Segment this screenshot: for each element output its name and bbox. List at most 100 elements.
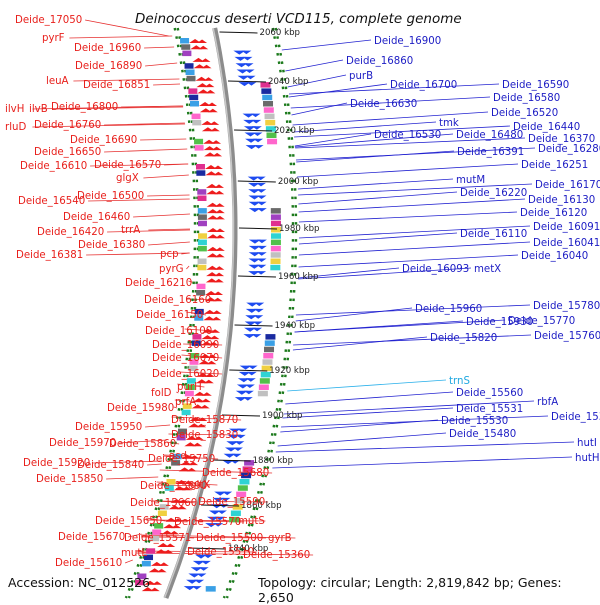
forward-gene-arrow: [201, 64, 212, 69]
feature-block: [260, 371, 271, 378]
feature-block: [270, 252, 281, 258]
feature-block: [181, 44, 191, 50]
scale-tick-line: [229, 369, 268, 372]
reverse-gene-arrow: [256, 245, 267, 250]
scale-tick-line: [237, 275, 276, 278]
reverse-gene-arrow: [231, 453, 242, 458]
feature-block: [197, 264, 207, 271]
forward-gene-arrow: [189, 39, 202, 43]
forward-gene-arrow: [196, 83, 209, 88]
leader-line-left: [147, 194, 190, 197]
leader-line-right: [287, 74, 347, 88]
leader-line-left: [104, 122, 185, 126]
gene-label-right: Deide_16170: [535, 180, 600, 191]
gene-label-right: Deide_16110: [460, 229, 527, 240]
reverse-gene-arrow: [241, 50, 252, 55]
leader-line-right: [295, 137, 526, 149]
gene-label-left: Deide_15660: [130, 498, 197, 509]
backbone-line: [163, 27, 238, 599]
gene-label-right: Deide_16440: [513, 122, 580, 133]
gene-label-right: Deide_16280: [538, 144, 600, 155]
gene-label-right: tmk: [439, 118, 459, 129]
scale-tick-label: 1920 kbp: [269, 366, 310, 376]
forward-gene-arrow: [206, 360, 217, 365]
reverse-gene-arrow: [252, 321, 263, 325]
leader-line-left: [69, 35, 173, 39]
gene-label-left: Deide_16460: [63, 212, 130, 223]
leader-line-left: [136, 550, 258, 553]
reverse-gene-arrow: [253, 308, 264, 313]
leader-line-right: [285, 391, 454, 405]
leader-line-left: [146, 519, 266, 522]
forward-gene-arrow: [212, 152, 223, 157]
gene-label-right: Deide_16120: [520, 208, 587, 219]
forward-gene-arrow: [205, 89, 216, 94]
feature-block: [192, 334, 202, 340]
reverse-gene-arrow: [188, 573, 201, 578]
leader-line-left: [140, 138, 187, 141]
leader-line-left: [124, 559, 133, 564]
forward-gene-arrow: [178, 499, 189, 503]
feature-block: [157, 510, 167, 516]
leader-line-left: [141, 536, 267, 539]
reverse-gene-arrow: [256, 258, 267, 262]
reverse-gene-arrow: [248, 195, 261, 200]
feature-block: [197, 239, 207, 246]
gene-label-left: Deide_15590: [198, 497, 265, 508]
forward-gene-arrow: [195, 379, 208, 384]
reverse-gene-arrow: [238, 371, 251, 376]
leader-line-left: [153, 83, 181, 86]
feature-block: [152, 529, 162, 535]
forward-gene-arrow: [212, 297, 223, 302]
feature-block: [265, 126, 276, 132]
forward-gene-arrow: [214, 266, 225, 270]
reverse-gene-arrow: [198, 567, 209, 571]
leader-line-left: [86, 252, 190, 256]
leader-line-right: [290, 96, 491, 109]
scale-tick-line: [221, 414, 261, 417]
reverse-gene-arrow: [208, 510, 221, 515]
feature-block: [257, 390, 268, 397]
reverse-gene-arrow: [256, 201, 267, 206]
feature-block: [146, 548, 156, 554]
feature-block: [194, 308, 204, 315]
forward-gene-arrow: [209, 335, 220, 340]
feature-block: [177, 428, 187, 435]
leader-line-right: [294, 133, 454, 148]
scale-tick-label: 1980 kbp: [279, 224, 320, 234]
reverse-gene-arrow: [222, 460, 235, 465]
forward-gene-arrow: [206, 190, 219, 195]
feature-block: [265, 334, 276, 340]
reverse-gene-arrow: [256, 264, 267, 269]
reverse-gene-arrow: [245, 138, 258, 143]
feature-block: [181, 409, 191, 416]
reverse-gene-arrow: [256, 208, 267, 212]
reverse-gene-arrow: [246, 302, 259, 307]
leader-line-right: [272, 456, 573, 469]
reverse-gene-arrow: [245, 315, 258, 320]
gene-label-left: pcp: [160, 249, 179, 260]
scale-tick-label: 2000 kbp: [278, 177, 319, 187]
gene-label-right: Deide_15930: [466, 317, 533, 328]
gene-label-left: trrA: [121, 225, 140, 236]
label-leader-lines: [32, 19, 575, 564]
gene-label-right: Deide_16093: [402, 264, 469, 275]
feature-block: [185, 69, 195, 75]
feature-block: [135, 579, 145, 586]
gene-features: [135, 38, 281, 592]
feature-block: [237, 485, 248, 491]
leader-line-right: [292, 336, 428, 351]
reverse-gene-arrow: [251, 119, 262, 124]
feature-block: [171, 460, 181, 466]
forward-gene-arrow: [169, 530, 180, 535]
reverse-gene-arrow: [243, 119, 256, 124]
forward-gene-arrow: [199, 102, 212, 106]
feature-block: [234, 497, 245, 504]
forward-gene-arrow: [208, 341, 219, 346]
leader-line-left: [143, 174, 189, 179]
forward-gene-arrow: [181, 454, 194, 459]
leader-line-left: [147, 463, 162, 466]
feature-block: [180, 38, 190, 44]
feature-block: [262, 94, 273, 101]
reverse-gene-arrow: [248, 271, 261, 276]
